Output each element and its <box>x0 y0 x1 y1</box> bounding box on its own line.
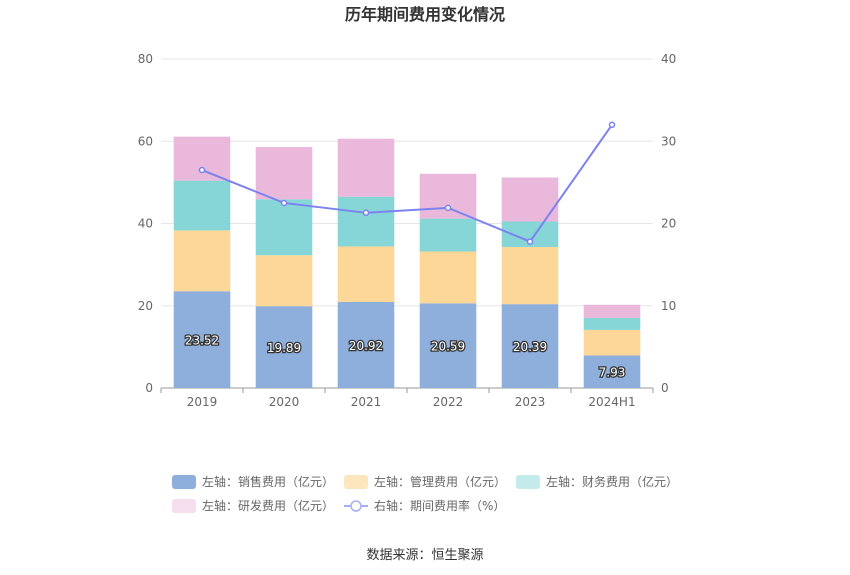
bar-segment-1 <box>419 251 477 304</box>
bar-segment-3 <box>419 173 477 219</box>
bar-value-label: 20.59 <box>431 340 465 354</box>
bar-segment-1 <box>337 246 395 302</box>
legend-label: 右轴：期间费用率（%） <box>374 498 505 513</box>
bar-segment-2 <box>419 218 477 252</box>
rate-polyline <box>201 124 613 243</box>
bar-value-label: 23.52 <box>185 334 219 348</box>
legend-swatch <box>172 499 196 513</box>
left-axis: 0 20 40 60 80 <box>138 52 153 395</box>
gridlines <box>161 58 653 389</box>
legend-swatch <box>344 475 368 489</box>
bar-segment-0 <box>501 304 559 388</box>
x-tick-label: 2022 <box>433 395 464 409</box>
legend-swatch <box>172 475 196 489</box>
bar-value-label: 19.89 <box>267 341 301 355</box>
legend-label: 左轴：销售费用（亿元） <box>202 474 334 489</box>
bar-segment-2 <box>255 199 313 256</box>
bar-segment-2 <box>337 196 395 247</box>
right-tick-label: 10 <box>661 299 676 313</box>
bar-segment-3 <box>173 136 231 181</box>
chart-title: 历年期间费用变化情况 <box>345 5 505 24</box>
legend[interactable]: 左轴：销售费用（亿元） 左轴：管理费用（亿元） 左轴：财务费用（亿元） 左轴：研发费用… <box>172 474 678 513</box>
left-tick-label: 40 <box>138 217 153 231</box>
data-source: 数据来源：恒生聚源 <box>366 548 483 563</box>
rate-point <box>608 121 616 129</box>
bar-segment-3 <box>583 304 641 318</box>
right-tick-label: 0 <box>661 381 669 395</box>
rate-point <box>526 238 534 245</box>
bar-labels: 23.52 19.89 20.92 20.59 20.39 7.93 <box>184 332 627 381</box>
bar-segment-1 <box>501 246 559 305</box>
x-tick-label: 2023 <box>515 395 546 409</box>
right-tick-label: 20 <box>661 217 676 231</box>
x-axis: 2019 2020 2021 2022 2023 2024H1 <box>160 388 654 409</box>
bar-value-label: 20.92 <box>349 339 383 353</box>
bar-segment-3 <box>337 138 395 197</box>
bar-segment-0 <box>255 306 313 388</box>
legend-line-point <box>350 500 362 512</box>
bar-segment-0 <box>337 301 395 388</box>
legend-swatch <box>516 475 540 489</box>
legend-label: 左轴：研发费用（亿元） <box>202 498 334 513</box>
left-tick-label: 80 <box>138 52 153 66</box>
bars <box>173 136 641 388</box>
right-tick-label: 40 <box>661 52 676 66</box>
bar-segment-0 <box>173 291 231 388</box>
rate-point <box>280 199 288 207</box>
rate-line <box>198 121 616 245</box>
bar-segment-2 <box>583 317 641 330</box>
bar-segment-1 <box>583 329 641 356</box>
bar-segment-1 <box>173 230 231 292</box>
bar-segment-3 <box>255 147 313 200</box>
bar-segment-0 <box>583 355 641 388</box>
legend-label: 左轴：财务费用（亿元） <box>546 474 678 489</box>
bar-segment-1 <box>255 255 313 307</box>
bar-value-label: 20.39 <box>513 340 547 354</box>
rate-point <box>362 209 370 217</box>
bar-segment-2 <box>173 180 231 231</box>
left-tick-label: 60 <box>138 134 153 148</box>
left-tick-label: 0 <box>145 381 153 395</box>
bar-segment-0 <box>419 303 477 388</box>
right-tick-label: 30 <box>661 134 676 148</box>
right-axis: 0 10 20 30 40 <box>661 52 676 395</box>
rate-point <box>198 166 206 174</box>
x-tick-label: 2021 <box>351 395 382 409</box>
rate-point <box>444 204 452 212</box>
legend-label: 左轴：管理费用（亿元） <box>374 474 506 489</box>
bar-value-label: 7.93 <box>599 366 626 380</box>
x-tick-label: 2024H1 <box>588 395 635 409</box>
left-tick-label: 20 <box>138 299 153 313</box>
x-tick-label: 2020 <box>269 395 300 409</box>
x-tick-label: 2019 <box>187 395 218 409</box>
